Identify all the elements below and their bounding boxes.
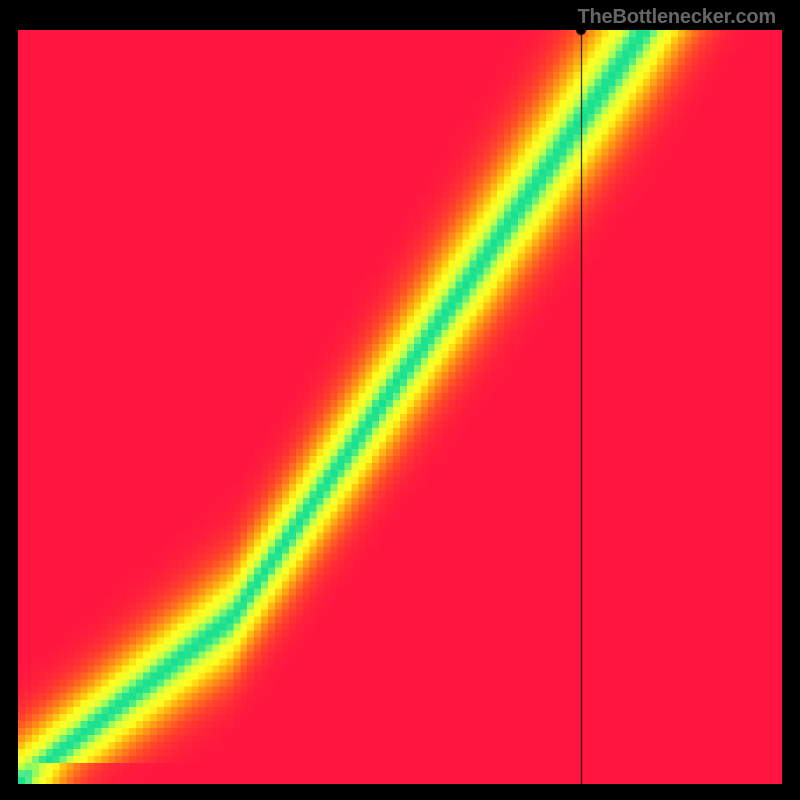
plot-area: [18, 30, 782, 784]
watermark-text: TheBottlenecker.com: [578, 6, 777, 29]
chart-container: TheBottlenecker.com: [0, 0, 800, 800]
bottleneck-heatmap: [18, 30, 782, 784]
